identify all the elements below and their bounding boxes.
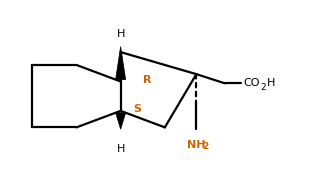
Text: H: H bbox=[116, 144, 125, 154]
Text: 2: 2 bbox=[260, 83, 266, 92]
Text: H: H bbox=[116, 29, 125, 39]
Polygon shape bbox=[116, 113, 126, 129]
Text: S: S bbox=[133, 104, 141, 114]
Text: CO: CO bbox=[244, 78, 260, 88]
Text: H: H bbox=[267, 78, 275, 88]
Text: 2: 2 bbox=[202, 142, 208, 151]
Text: R: R bbox=[143, 75, 151, 85]
Polygon shape bbox=[116, 47, 126, 80]
Text: NH: NH bbox=[187, 140, 205, 150]
